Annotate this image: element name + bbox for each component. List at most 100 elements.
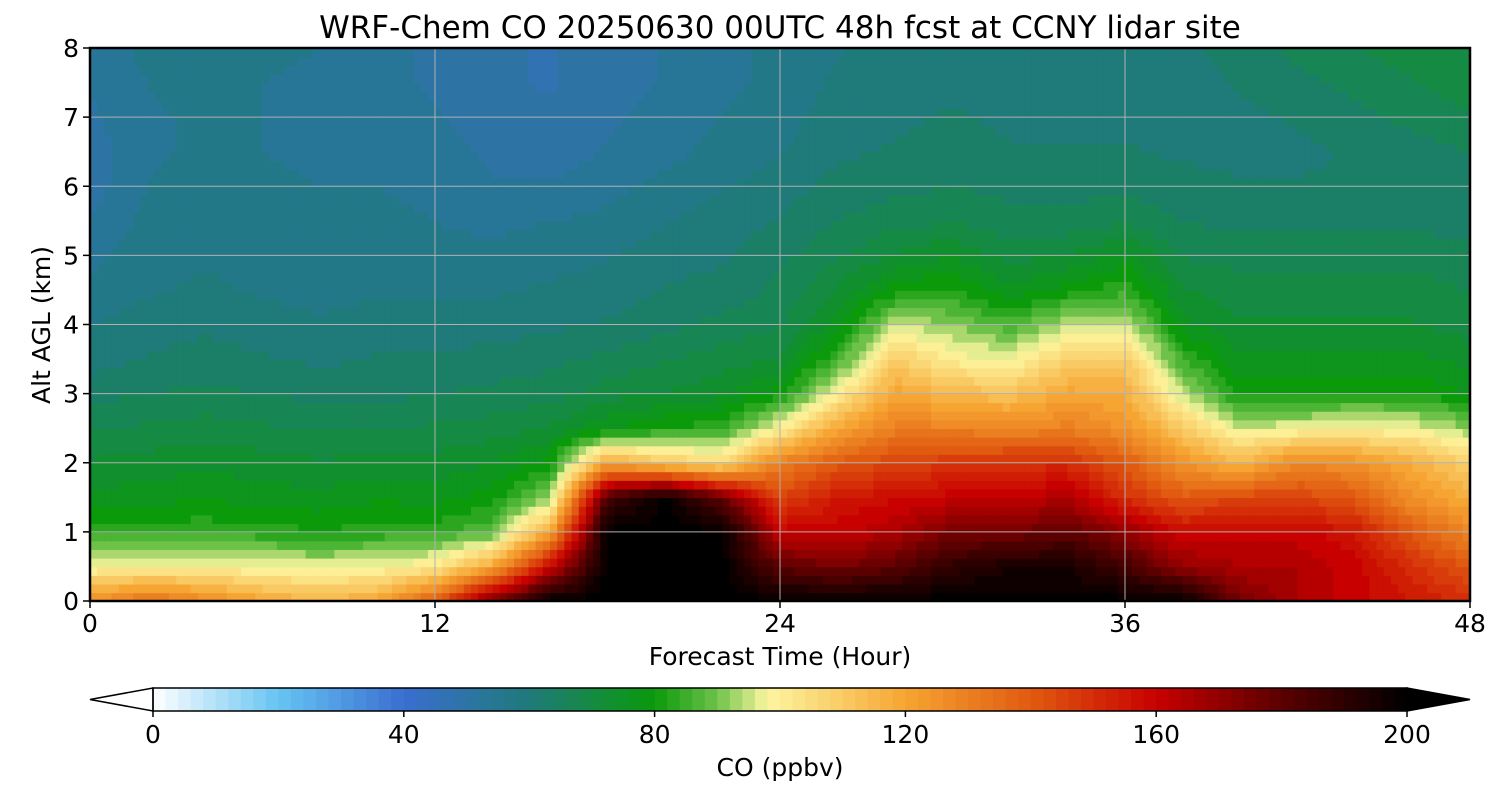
heatmap-cell [499,376,508,386]
heatmap-cell [952,402,961,412]
heatmap-cell [133,540,142,550]
heatmap-cell [413,384,422,395]
heatmap-cell [1412,384,1421,395]
heatmap-cell [1045,393,1054,404]
heatmap-cell [298,549,307,559]
heatmap-cell [981,471,990,481]
heatmap-cell [478,575,487,585]
heatmap-cell [571,488,580,499]
heatmap-cell [1153,402,1162,412]
heatmap-cell [1182,592,1191,601]
heatmap-cell [823,445,832,455]
heatmap-cell [1311,402,1320,412]
heatmap-cell [995,402,1004,412]
heatmap-cell [945,497,954,507]
heatmap-cell [384,505,393,516]
heatmap-cell [334,514,343,525]
heatmap-cell [729,454,738,464]
heatmap-cell [729,410,738,421]
heatmap-cell [1225,445,1234,455]
heatmap-cell [492,540,501,550]
heatmap-cell [1053,557,1062,568]
heatmap-cell [327,583,336,594]
heatmap-cell [643,540,652,550]
heatmap-cell [298,531,307,542]
heatmap-cell [1283,402,1292,412]
heatmap-cell [1340,471,1349,481]
heatmap-cell [154,514,163,525]
heatmap-cell [736,436,745,447]
heatmap-cell [1067,514,1076,525]
heatmap-cell [542,445,551,455]
heatmap-cell [765,583,774,594]
heatmap-cell [427,497,436,507]
heatmap-cell [1017,419,1026,429]
heatmap-cell [1189,376,1198,386]
heatmap-cell [1096,505,1105,516]
heatmap-cell [1211,566,1220,576]
heatmap-cell [859,410,868,421]
heatmap-cell [1340,402,1349,412]
heatmap-cell [578,488,587,499]
heatmap-cell [751,419,760,429]
heatmap-cell [1160,514,1169,525]
heatmap-cell [823,497,832,507]
heatmap-cell [909,410,918,421]
heatmap-cell [923,376,932,386]
heatmap-cell [1434,428,1443,438]
heatmap-cell [111,531,120,542]
heatmap-cell [470,497,479,507]
heatmap-cell [729,445,738,455]
heatmap-cell [1053,497,1062,507]
heatmap-cell [557,497,566,507]
heatmap-cell [542,531,551,542]
heatmap-cell [1419,549,1428,559]
heatmap-cell [140,523,149,533]
heatmap-cell [1160,462,1169,473]
heatmap-cell [1283,480,1292,490]
heatmap-cell [485,384,494,395]
heatmap-cell [197,419,206,429]
heatmap-cell [1139,497,1148,507]
heatmap-cell [815,557,824,568]
heatmap-cell [1390,393,1399,404]
heatmap-cell [1383,384,1392,395]
heatmap-cell [629,566,638,576]
heatmap-cell [679,583,688,594]
heatmap-cell [880,557,889,568]
heatmap-cell [1182,410,1191,421]
heatmap-cell [1081,410,1090,421]
heatmap-cell [233,428,242,438]
heatmap-cell [708,454,717,464]
heatmap-cell [938,376,947,386]
heatmap-cell [413,592,422,601]
heatmap-cell [1017,393,1026,404]
heatmap-cell [1297,376,1306,386]
heatmap-cell [233,376,242,386]
heatmap-cell [1139,445,1148,455]
heatmap-cell [629,410,638,421]
heatmap-cell [1240,402,1248,412]
heatmap-cell [600,462,609,473]
heatmap-cell [1196,402,1205,412]
heatmap-cell [1024,497,1033,507]
heatmap-cell [370,523,379,533]
heatmap-cell [190,505,199,516]
heatmap-cell [399,462,408,473]
heatmap-cell [435,402,443,412]
heatmap-cell [952,523,961,533]
heatmap-cell [1333,540,1342,550]
heatmap-cell [334,505,343,516]
heatmap-cell [269,514,278,525]
heatmap-cell [815,531,824,542]
heatmap-cell [420,514,429,525]
heatmap-cell [1434,505,1443,516]
heatmap-cell [751,575,760,585]
heatmap-cell [478,505,487,516]
heatmap-cell [1261,410,1270,421]
heatmap-cell [111,514,120,525]
heatmap-cell [621,505,630,516]
heatmap-cell [585,488,594,499]
heatmap-cell [492,531,501,542]
heatmap-cell [600,419,609,429]
